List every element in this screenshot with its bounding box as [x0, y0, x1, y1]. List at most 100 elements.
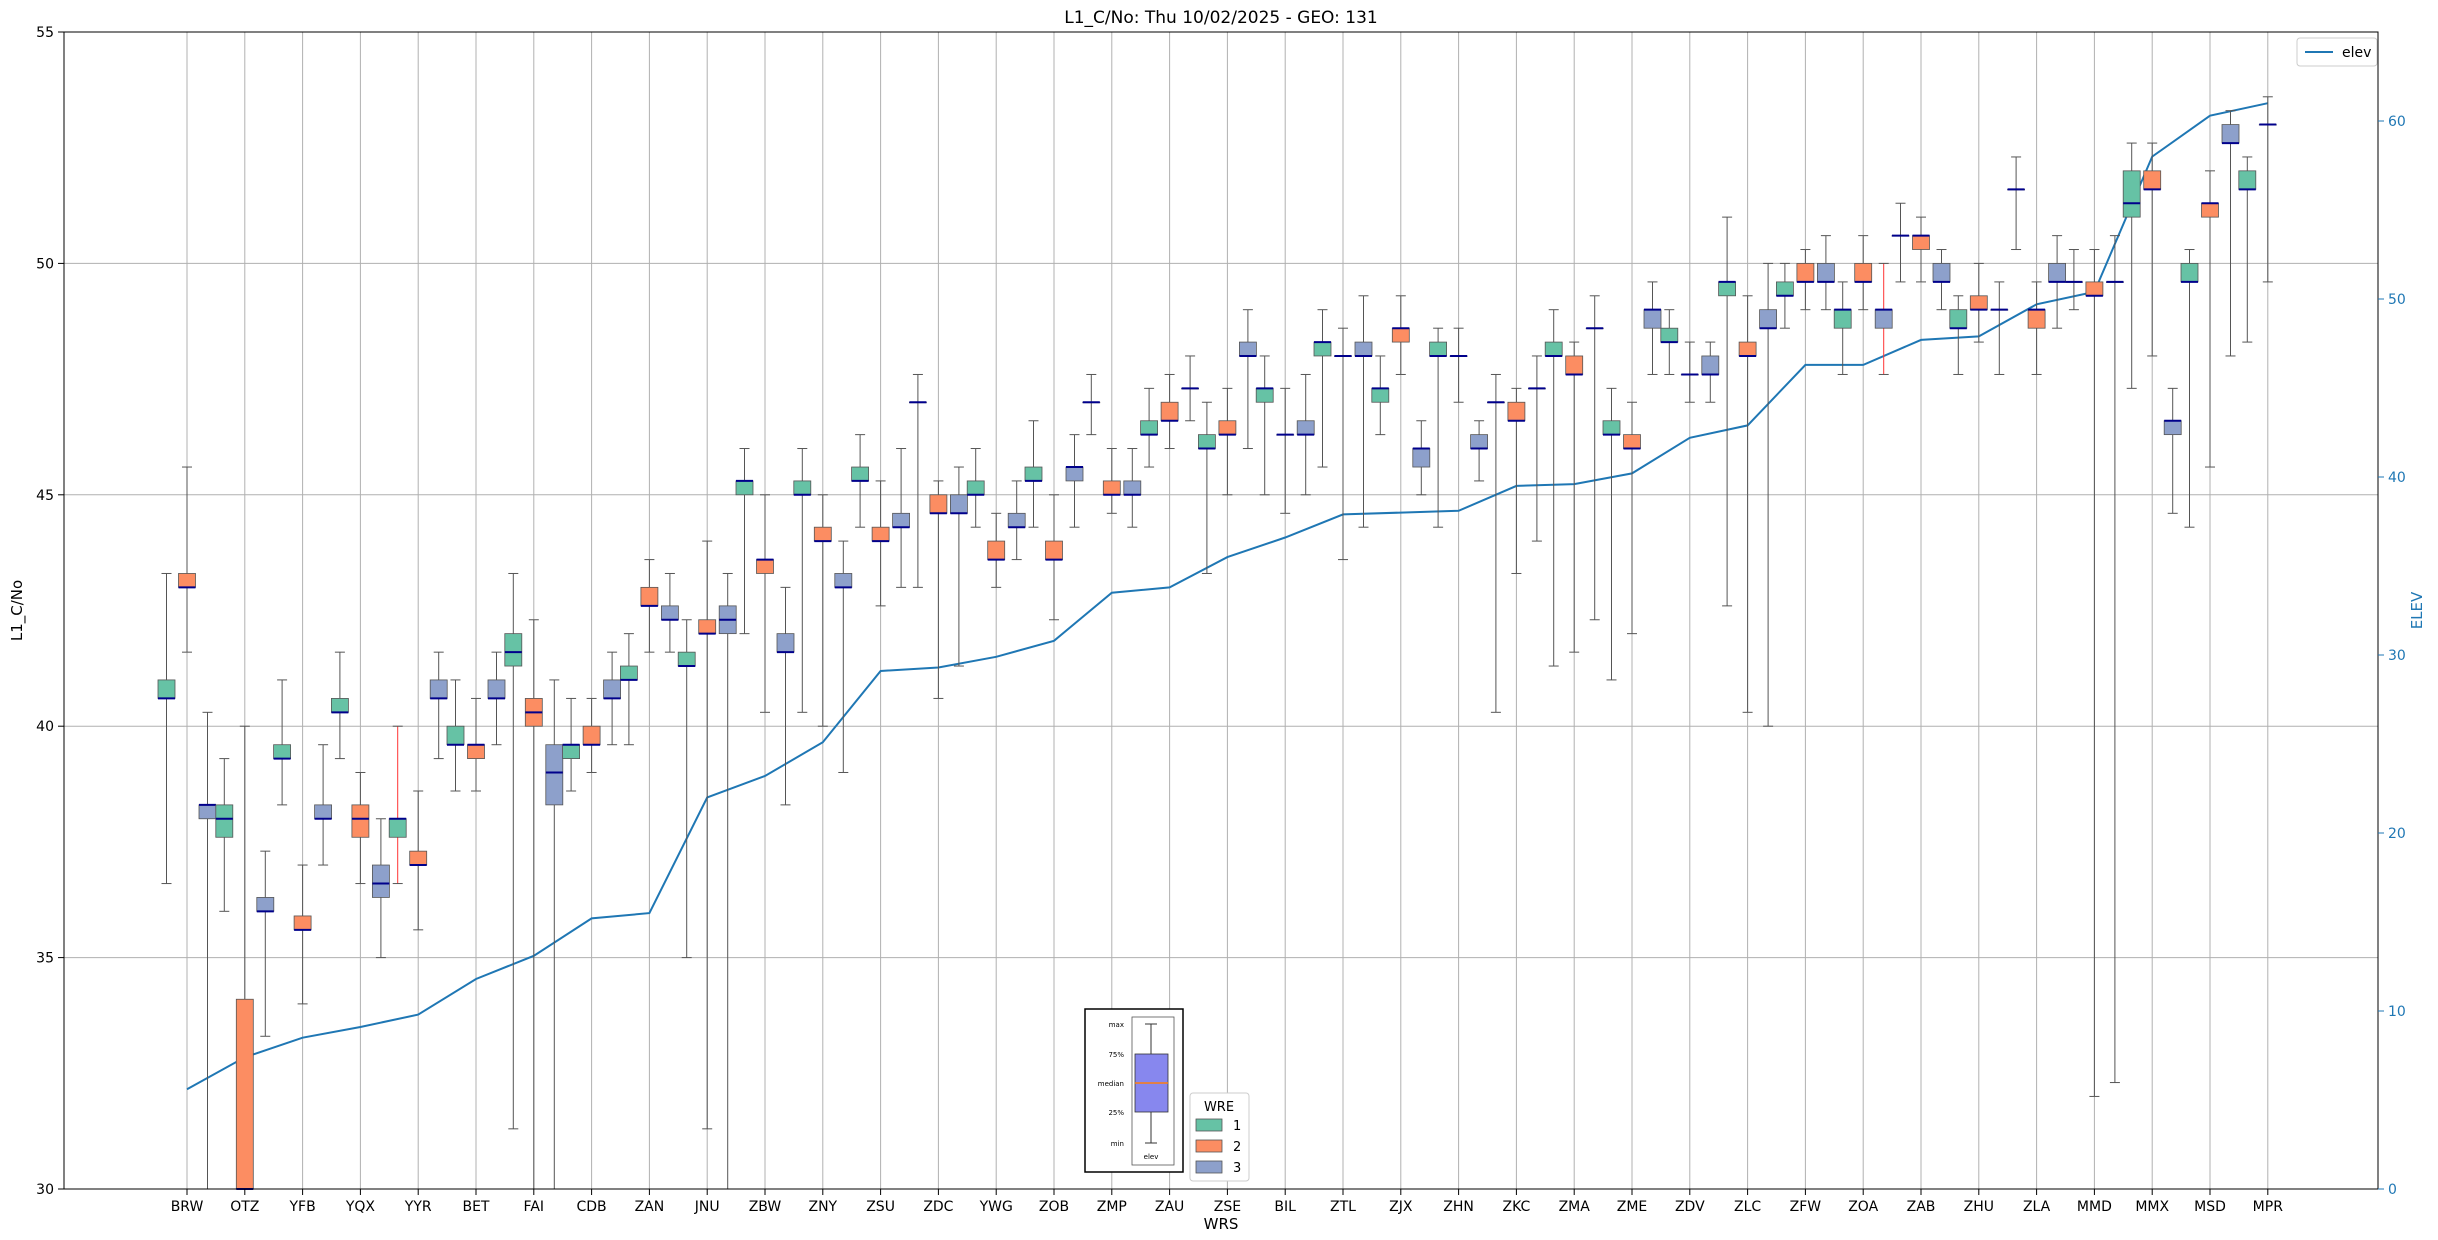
iqr-box	[640, 586, 659, 607]
iqr-box	[1198, 434, 1216, 449]
box-ZNY-3	[834, 540, 853, 773]
y-tick-label: 55	[36, 25, 54, 41]
key-label-max: max	[1109, 1021, 1124, 1029]
x-tick-label: ZSE	[1214, 1199, 1241, 1215]
box-ZBW-3	[776, 586, 795, 806]
x-tick-label: ZAN	[635, 1199, 665, 1215]
iqr-box	[1602, 420, 1621, 436]
x-tick-label: MMX	[2135, 1199, 2169, 1215]
iqr-box	[545, 744, 564, 806]
iqr-box	[1738, 341, 1757, 357]
iqr-box	[1949, 309, 1968, 329]
box-ZDC-3	[950, 466, 968, 667]
x-tick-label: JNU	[694, 1199, 720, 1215]
box-MMX-3	[2163, 387, 2182, 514]
y2-tick-label: 40	[2388, 470, 2406, 486]
iqr-box	[1833, 309, 1852, 329]
y2-tick-label: 60	[2388, 114, 2406, 130]
boxplot-key-inset: max 75% median 25% min elev	[1084, 1008, 1184, 1173]
box-YFB-3	[314, 744, 333, 866]
box-ZTL-3	[1354, 295, 1373, 528]
iqr-box	[1255, 387, 1274, 403]
box-ZBW-2	[756, 494, 774, 713]
box-BRW-3	[198, 711, 217, 1190]
box-OTZ-3	[256, 850, 275, 1037]
boxes	[157, 96, 2277, 1190]
iqr-box	[966, 480, 985, 496]
iqr-box	[756, 559, 774, 574]
y2-tick-label: 30	[2388, 648, 2406, 664]
box-CDB-2	[582, 697, 601, 773]
x-axis-label: WRS	[1204, 1215, 1239, 1233]
wre-legend-label-1: 1	[1233, 1119, 1241, 1134]
axes: 30 35 40 45 50 55 0 10 20 30 40 50 60 BRW OTZ YFB YQX YYR…	[36, 25, 2406, 1215]
wre-legend-swatch-3	[1195, 1160, 1223, 1174]
x-tick-label: ZHN	[1443, 1199, 1474, 1215]
box-ZHU-1	[1949, 295, 1968, 375]
key-label-q1: 25%	[1108, 1109, 1124, 1117]
wre-legend-swatch-1	[1195, 1118, 1223, 1132]
box-ZAB-3	[1932, 249, 1951, 311]
iqr-box	[562, 744, 580, 759]
box-ZTL-1	[1313, 309, 1332, 468]
x-tick-label: BRW	[171, 1199, 204, 1215]
y2-tick-label: 10	[2388, 1004, 2406, 1020]
box-ZME-2	[1623, 401, 1641, 635]
box-ZLC-1	[1718, 216, 1736, 607]
x-tick-label: MMD	[2077, 1199, 2112, 1215]
iqr-box	[987, 540, 1006, 560]
plot-frame	[63, 31, 2379, 1190]
box-ZAB-2	[1912, 216, 1930, 283]
iqr-box	[371, 864, 390, 898]
wre-legend-box	[1189, 1092, 1250, 1182]
iqr-box	[871, 526, 890, 542]
box-ZSE-1	[1198, 401, 1216, 574]
box-ZAU-2	[1160, 373, 1179, 450]
box-MPR-2	[2258, 96, 2277, 283]
box-CDB-3	[603, 651, 621, 746]
box-ZHN-3	[1470, 420, 1488, 482]
box-MSD-1	[2180, 249, 2199, 528]
box-MSD-2	[2201, 170, 2219, 468]
iqr-box	[1854, 262, 1873, 283]
y-tick-label: 50	[36, 256, 54, 272]
iqr-box	[1565, 355, 1584, 375]
box-ZOB-1	[1024, 420, 1043, 528]
iqr-box	[793, 480, 812, 496]
box-ZKC-3	[1528, 355, 1546, 542]
box-ZOA-3	[1874, 262, 1893, 375]
box-ZNY-2	[813, 494, 832, 727]
iqr-box	[735, 480, 754, 496]
box-ZNY-1	[793, 448, 812, 713]
iqr-box	[776, 633, 795, 653]
y2-tick-label: 0	[2388, 1182, 2397, 1198]
box-ZHU-3	[1990, 281, 2009, 375]
iqr-box	[157, 679, 176, 699]
iqr-box	[1470, 434, 1488, 449]
x-tick-label: OTZ	[230, 1199, 259, 1215]
iqr-box	[1123, 480, 1142, 496]
iqr-box	[1759, 309, 1777, 329]
chart-title: L1_C/No: Thu 10/02/2025 - GEO: 131	[1064, 8, 1377, 28]
wre-legend-label-2: 2	[1233, 1140, 1241, 1155]
box-ZMA-3	[1585, 295, 1604, 621]
box-BET-3	[487, 651, 506, 746]
iqr-box	[1660, 327, 1679, 343]
box-YWG-1	[966, 448, 985, 528]
iqr-box	[929, 494, 948, 514]
iqr-box	[1024, 466, 1043, 482]
iqr-box	[1912, 235, 1930, 250]
x-tick-label: ZMP	[1097, 1199, 1127, 1215]
box-ZFW-2	[1796, 249, 1815, 311]
x-tick-label: BET	[462, 1199, 489, 1215]
iqr-box	[1817, 262, 1835, 283]
iqr-box	[892, 512, 910, 528]
box-ZLA-2	[2027, 281, 2046, 375]
iqr-box	[314, 804, 333, 820]
box-ZLA-1	[2007, 156, 2025, 251]
box-MMD-2	[2085, 249, 2104, 1097]
x-tick-label: ZLA	[2023, 1199, 2051, 1215]
iqr-box	[1313, 341, 1332, 357]
iqr-box	[2221, 124, 2240, 144]
